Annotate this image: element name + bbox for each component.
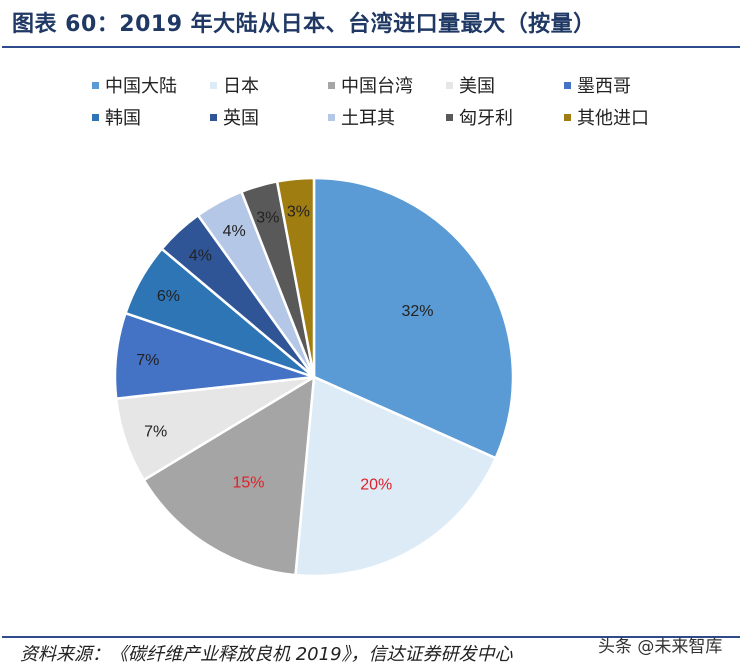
pie-slice-0 [312,176,515,460]
legend-label: 韩国 [105,108,141,129]
legend-item: 英国 [210,104,328,130]
legend-swatch [564,81,571,89]
data-label: 7% [144,424,167,441]
legend-swatch [210,81,217,89]
data-label: 20% [360,477,392,494]
legend-label: 其他进口 [577,108,649,129]
legend-label: 匈牙利 [459,108,513,129]
data-label: 6% [157,288,180,305]
legend-swatch [328,113,335,121]
data-label: 7% [136,352,159,369]
legend-item: 中国大陆 [92,72,210,98]
legend-label: 土耳其 [341,108,395,129]
legend-swatch [92,113,99,121]
legend-item: 日本 [210,72,328,98]
source-divider [2,636,740,638]
data-label: 15% [232,475,264,492]
legend-label: 墨西哥 [577,76,631,97]
legend-item: 土耳其 [328,104,446,130]
legend-label: 中国大陆 [105,76,177,97]
legend-label: 日本 [223,76,259,97]
legend-swatch [446,113,453,121]
legend-swatch [564,113,571,121]
legend-item: 墨西哥 [564,72,682,98]
data-label: 32% [401,303,433,320]
legend-label: 美国 [459,76,495,97]
legend-item: 中国台湾 [328,72,446,98]
pie-slice-9 [275,176,316,378]
legend-label: 中国台湾 [341,76,413,97]
legend-swatch [210,113,217,121]
data-label: 3% [256,209,279,226]
data-label: 4% [223,223,246,240]
source-note: 资料来源：《碳纤维产业释放良机 2019》，信达证券研发中心 [20,644,513,665]
pie-slice-1 [294,375,498,578]
chart-legend: 中国大陆 日本 中国台湾 美国 墨西哥韩国 英国 土耳其 匈牙利 其他进口 [92,72,692,130]
legend-label: 英国 [223,108,259,129]
legend-swatch [446,81,453,89]
legend-item: 美国 [446,72,564,98]
legend-swatch [328,81,335,89]
legend-item: 韩国 [92,104,210,130]
data-label: 3% [287,204,310,221]
pie-slice-2 [142,374,316,577]
legend-item: 其他进口 [564,104,682,130]
data-label: 4% [189,247,212,264]
watermark: 头条 @未来智库 [598,637,723,657]
legend-item: 匈牙利 [446,104,564,130]
legend-swatch [92,81,99,89]
title-divider [2,46,740,48]
figure-title: 图表 60：2019 年大陆从日本、台湾进口量最大（按量） [12,12,596,37]
